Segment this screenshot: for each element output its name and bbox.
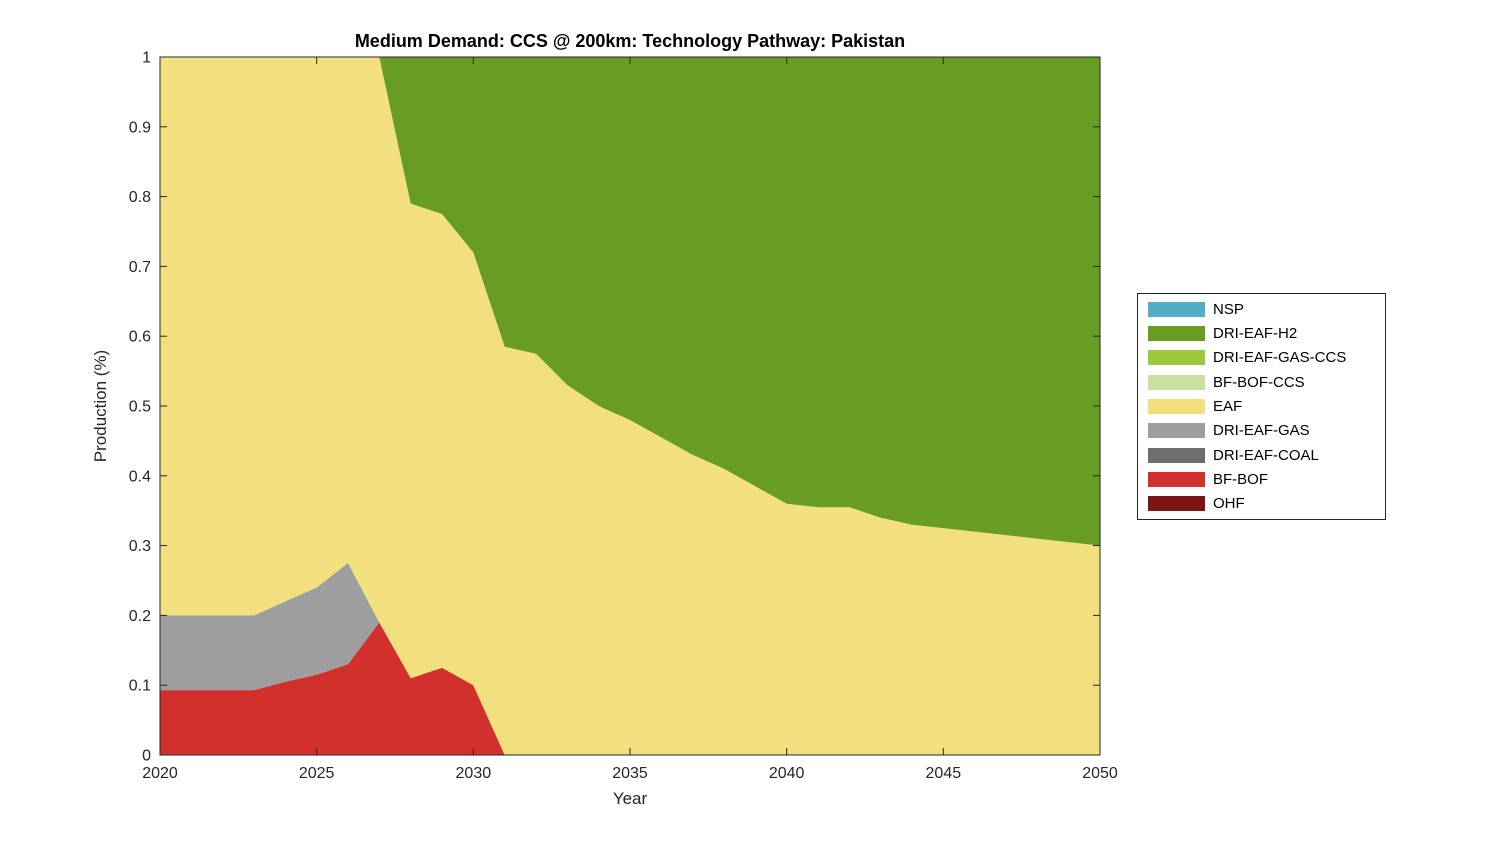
legend-item: DRI-EAF-GAS-CCS [1138,349,1385,366]
legend-label: DRI-EAF-COAL [1213,446,1319,464]
y-tick-label: 0.4 [129,468,151,485]
legend-swatch [1148,325,1205,341]
legend-swatch [1148,301,1205,317]
y-tick-label: 0 [142,748,151,765]
y-tick-label: 0.1 [129,678,151,695]
area-BF-BOF [160,622,1100,755]
y-tick-label: 1 [142,50,151,67]
y-tick-label: 0.6 [129,329,151,346]
legend-swatch [1148,398,1205,414]
y-tick-label: 0.2 [129,608,151,625]
area-EAF [160,57,1100,755]
legend-item: NSP [1138,301,1385,318]
legend-item: OHF [1138,495,1385,512]
area-DRI-EAF-GAS [160,563,1100,755]
legend-swatch [1148,374,1205,390]
area-DRI-EAF-H2 [160,57,1100,546]
legend-swatch [1148,496,1205,512]
x-tick-label: 2050 [1082,765,1118,782]
x-tick-label: 2035 [612,765,648,782]
legend-swatch [1148,447,1205,463]
legend-item: DRI-EAF-COAL [1138,447,1385,464]
legend-label: DRI-EAF-H2 [1213,324,1298,342]
x-tick-label: 2020 [142,765,178,782]
legend-item: BF-BOF-CCS [1138,374,1385,391]
legend-item: EAF [1138,398,1385,415]
y-tick-label: 0.7 [129,259,151,276]
legend-item: BF-BOF [1138,471,1385,488]
chart-title: Medium Demand: CCS @ 200km: Technology P… [354,31,906,51]
legend-swatch [1148,423,1205,439]
x-tick-label: 2030 [456,765,492,782]
x-tick-label: 2025 [299,765,335,782]
legend-label: DRI-EAF-GAS-CCS [1213,349,1347,367]
legend-item: DRI-EAF-H2 [1138,325,1385,342]
legend-swatch [1148,471,1205,487]
y-tick-label: 0.9 [129,119,151,136]
x-axis-label: Year [612,789,648,808]
legend-label: BF-BOF [1213,470,1268,488]
legend: NSP DRI-EAF-H2 DRI-EAF-GAS-CCS BF-BOF-CCS EA… [1137,293,1386,520]
legend-swatch [1148,350,1205,366]
x-tick-label: 2045 [926,765,962,782]
legend-label: BF-BOF-CCS [1213,373,1305,391]
y-tick-label: 0.3 [129,538,151,555]
legend-label: DRI-EAF-GAS [1213,422,1310,440]
legend-label: EAF [1213,397,1243,415]
legend-label: NSP [1213,300,1244,318]
x-tick-label: 2040 [769,765,805,782]
legend-item: DRI-EAF-GAS [1138,422,1385,439]
legend-label: OHF [1213,495,1245,513]
y-tick-label: 0.5 [129,399,151,416]
y-tick-label: 0.8 [129,189,151,206]
